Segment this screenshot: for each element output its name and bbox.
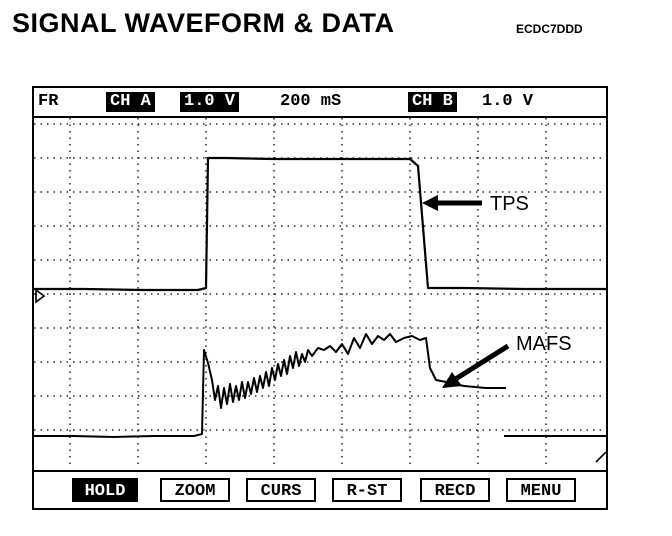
image-code: ECDC7DDD xyxy=(516,22,583,36)
reset-button[interactable]: R-ST xyxy=(332,478,402,502)
oscilloscope-screen: FR CH A 1.0 V 200 mS CH B 1.0 V xyxy=(32,86,608,510)
tps-waveform xyxy=(34,156,606,292)
zoom-button[interactable]: ZOOM xyxy=(160,478,230,502)
timebase-value[interactable]: 200 mS xyxy=(280,92,342,111)
tps-label: TPS xyxy=(490,193,529,215)
trigger-marker-icon xyxy=(35,288,46,304)
grid xyxy=(34,118,606,464)
waveform-plot: TPS MAFS xyxy=(34,118,606,464)
cursor-button[interactable]: CURS xyxy=(246,478,316,502)
page-title: SIGNAL WAVEFORM & DATA xyxy=(12,8,395,38)
softkey-menu: HOLD ZOOM CURS R-ST RECD MENU xyxy=(34,470,606,508)
record-button[interactable]: RECD xyxy=(420,478,490,502)
channel-b-scale[interactable]: 1.0 V xyxy=(482,92,534,111)
mafs-label: MAFS xyxy=(516,333,572,355)
hold-button[interactable]: HOLD xyxy=(72,478,138,502)
mafs-arrow-icon xyxy=(442,343,510,388)
mafs-waveform xyxy=(34,333,506,438)
channel-b-label[interactable]: CH B xyxy=(408,92,457,112)
corner-marker-icon xyxy=(595,451,606,463)
status-bar: FR CH A 1.0 V 200 mS CH B 1.0 V xyxy=(34,88,606,118)
menu-button[interactable]: MENU xyxy=(506,478,576,502)
tps-arrow-icon xyxy=(422,195,482,211)
channel-a-scale[interactable]: 1.0 V xyxy=(180,92,240,112)
channel-a-label[interactable]: CH A xyxy=(106,92,155,112)
mode-indicator: FR xyxy=(38,92,59,111)
